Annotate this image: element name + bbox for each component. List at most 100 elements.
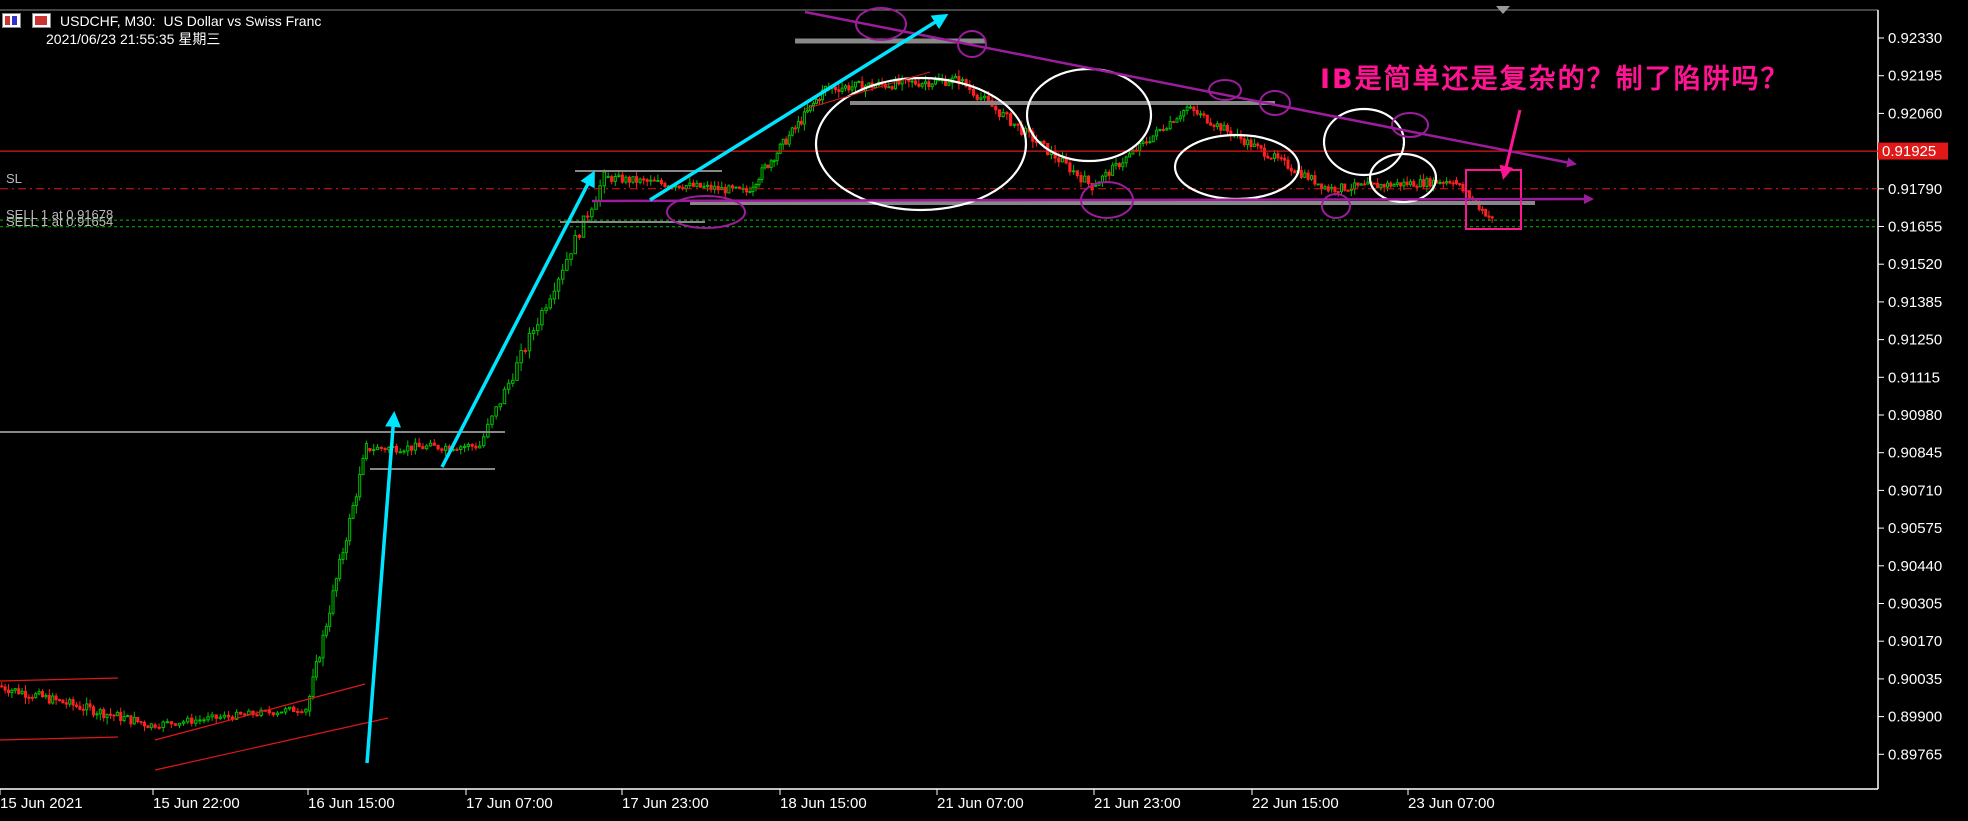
candle-body (102, 709, 106, 719)
candle-body (136, 716, 140, 723)
ellipse (1173, 133, 1301, 201)
ellipse (957, 30, 987, 58)
candle-body (698, 182, 703, 188)
candle-body (975, 94, 979, 100)
candle-body (556, 278, 561, 292)
candle-body (428, 442, 433, 447)
channel-line (154, 683, 366, 741)
candle-body (1195, 109, 1199, 115)
candle-body (1451, 182, 1455, 185)
candle-body (1215, 123, 1219, 128)
candle-body (734, 186, 738, 189)
ellipse (1208, 79, 1242, 101)
candle-body (590, 208, 594, 218)
candle-body (1104, 171, 1108, 177)
candle-body (784, 138, 788, 145)
candle-body (202, 719, 206, 722)
candle-body (409, 445, 414, 451)
candle-body (754, 184, 758, 188)
candle-body (1454, 179, 1458, 185)
candle-body (573, 235, 577, 255)
candle-body (552, 290, 557, 300)
candle-body (1356, 182, 1360, 186)
candle-body (139, 721, 143, 724)
candle-body (13, 688, 17, 691)
candle-body (88, 703, 92, 708)
candle-body (444, 445, 448, 451)
price-tick-label: 0.91385 (1888, 294, 1942, 311)
candle-body (334, 578, 338, 592)
candle-body (1425, 178, 1429, 187)
candle-body (185, 717, 190, 723)
candle-body (606, 176, 610, 179)
ellipse (1025, 67, 1153, 163)
candle-body (47, 694, 51, 704)
ellipse (1391, 112, 1429, 138)
candle-body (1202, 113, 1206, 116)
candle-body (1480, 208, 1484, 211)
candle-body (544, 307, 548, 312)
time-tick-label: 21 Jun 07:00 (937, 795, 1024, 812)
annotation-arrow (1499, 109, 1522, 180)
candle-body (314, 661, 318, 678)
candle-body (1487, 215, 1491, 218)
candle-body (1128, 153, 1132, 158)
candle-body (1362, 183, 1366, 186)
time-tick-label: 22 Jun 15:00 (1252, 795, 1339, 812)
ellipse (1322, 107, 1406, 177)
chart-window-icon[interactable] (2, 13, 21, 28)
candle-body (321, 634, 325, 659)
candle-body (1138, 142, 1142, 152)
candle-body (624, 176, 628, 183)
candle-body (421, 446, 425, 450)
ellipse (1368, 152, 1438, 204)
candle-body (142, 721, 147, 727)
candle-body (1168, 121, 1172, 130)
candle-body (459, 446, 463, 451)
candle-body (1484, 209, 1488, 217)
price-tick-label: 0.91655 (1888, 219, 1942, 236)
candle-body (775, 152, 779, 162)
candle-body (748, 191, 752, 194)
candle-body (920, 83, 924, 87)
candle-body (481, 436, 486, 447)
candle-body (730, 185, 734, 189)
candle-body (20, 690, 24, 695)
candle-body (40, 691, 45, 698)
candle-body (1246, 139, 1250, 146)
candle-body (1293, 170, 1297, 174)
candle-body (361, 458, 365, 475)
candle-body (1276, 153, 1280, 159)
price-tick-label: 0.91115 (1888, 369, 1940, 386)
candle-body (470, 444, 474, 447)
candle-body (1252, 143, 1256, 148)
chart-properties-icon[interactable] (32, 13, 51, 28)
candle-body (523, 349, 528, 352)
time-tick-label: 16 Jun 15:00 (308, 795, 395, 812)
time-tick-label: 23 Jun 07:00 (1408, 795, 1495, 812)
candle-body (1071, 170, 1076, 173)
candle-body (85, 703, 89, 711)
candle-body (930, 83, 934, 88)
candle-body (1412, 181, 1416, 187)
candle-body (498, 403, 503, 408)
candle-body (198, 719, 202, 722)
candle-body (1286, 159, 1290, 169)
impulse-arrow (649, 13, 949, 202)
candle-body (417, 442, 421, 448)
candle-body (181, 721, 186, 724)
candle-body (751, 186, 755, 193)
candle-body (681, 187, 685, 190)
candle-body (328, 612, 332, 627)
candle-body (1178, 115, 1182, 120)
candle-body (695, 182, 699, 187)
shift-marker-icon[interactable] (1496, 6, 1510, 14)
candle-body (122, 715, 126, 722)
candle-body (1359, 183, 1363, 186)
candle-body (1343, 183, 1347, 191)
candle-body (331, 590, 335, 614)
candle-body (1408, 181, 1412, 186)
candle-body (781, 138, 785, 145)
candle-body (348, 517, 352, 542)
